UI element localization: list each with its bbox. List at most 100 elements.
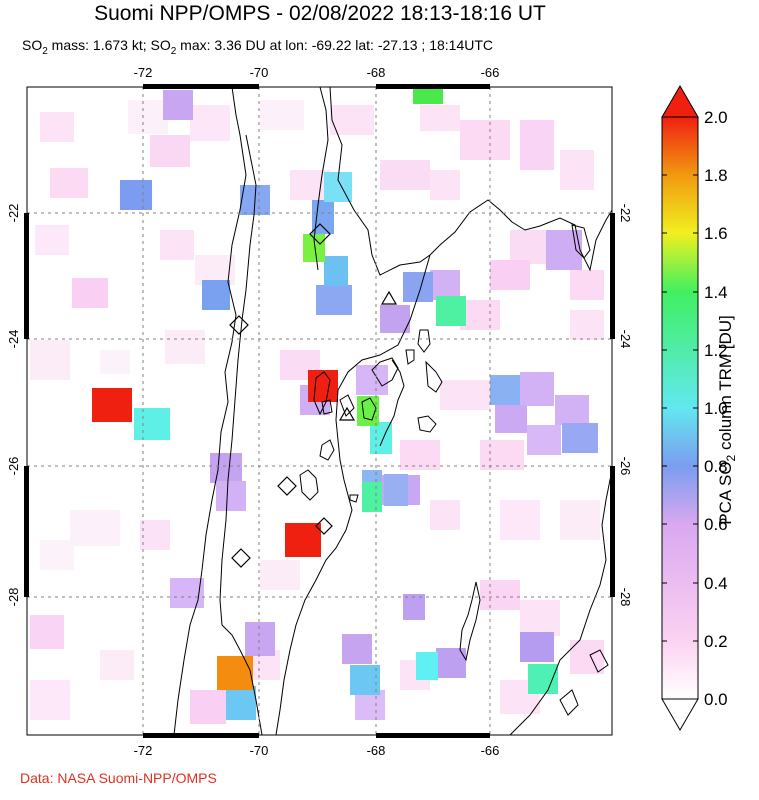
so2-pixel xyxy=(555,395,589,425)
so2-pixel xyxy=(226,686,256,720)
salt-flat xyxy=(319,439,335,461)
so2-pixel xyxy=(30,340,70,380)
volcano-diamond-icon xyxy=(315,517,333,535)
colorbar-tick-label: 1.2 xyxy=(704,341,728,360)
so2-pixel xyxy=(303,234,325,262)
colorbar-tick-label: 1.0 xyxy=(704,399,728,418)
so2-pixel xyxy=(362,482,382,512)
colorbar-tick-label: 0.8 xyxy=(704,457,728,476)
salt-flat xyxy=(313,371,331,416)
lon-label-bottom: -66 xyxy=(481,743,500,758)
so2-pixel xyxy=(190,690,226,724)
so2-pixel xyxy=(92,388,132,422)
so2-pixel xyxy=(285,523,321,557)
salt-flat xyxy=(417,415,437,433)
so2-pixel xyxy=(380,305,410,333)
volcano-triangle-icon xyxy=(380,290,398,305)
so2-pixel xyxy=(510,230,550,264)
so2-pixel xyxy=(190,105,230,141)
salt-flat xyxy=(417,329,431,353)
colorbar-tick-label: 1.4 xyxy=(704,283,728,302)
lake xyxy=(589,649,609,673)
so2-pixel xyxy=(134,408,170,440)
so2-pixel xyxy=(165,330,205,364)
so2-pixel xyxy=(160,230,194,260)
lat-label-left: -26 xyxy=(6,457,21,476)
map-subtitle: SO2 mass: 1.673 kt; SO2 max: 3.36 DU at … xyxy=(22,37,494,57)
salt-flat xyxy=(405,349,415,365)
so2-pixel xyxy=(324,256,348,286)
so2-pixel xyxy=(490,260,530,290)
so2-pixel xyxy=(420,105,460,131)
so2-pixel xyxy=(210,453,242,483)
so2-pixel xyxy=(202,280,230,310)
so2-pixel xyxy=(562,423,598,453)
lon-label-bottom: -72 xyxy=(134,743,153,758)
so2-pixel xyxy=(150,135,190,167)
so2-pixel xyxy=(500,500,540,540)
so2-pixel xyxy=(308,370,338,402)
lat-label-right: -26 xyxy=(618,457,633,476)
colorbar-tick-label: 0.4 xyxy=(704,574,728,593)
so2-pixel xyxy=(100,650,134,680)
volcano-diamond-icon xyxy=(309,223,331,245)
so2-pixel xyxy=(460,300,500,330)
lon-label-top: -70 xyxy=(250,65,269,80)
so2-pixel xyxy=(290,170,330,200)
so2-pixel xyxy=(480,580,520,610)
salt-flat xyxy=(425,360,443,393)
colorbar-tick-label: 1.6 xyxy=(704,224,728,243)
so2-pixels xyxy=(30,88,604,724)
so2-pixel xyxy=(380,160,430,190)
country-border xyxy=(313,87,329,271)
so2-pixel xyxy=(140,520,170,550)
volcano-diamond-icon xyxy=(277,476,297,496)
graticule xyxy=(27,87,612,735)
lon-label-top: -72 xyxy=(134,65,153,80)
so2-pixel xyxy=(260,100,304,130)
lake xyxy=(559,689,579,716)
lat-labels: -22 -24 -26 -28 -22 -24 -26 -28 xyxy=(6,204,633,607)
salt-flat xyxy=(321,399,333,415)
so2-pixel xyxy=(384,474,408,506)
so2-pixel xyxy=(460,120,510,160)
so2-pixel xyxy=(35,225,69,255)
so2-pixel xyxy=(70,510,120,546)
salt-flat xyxy=(371,357,399,387)
so2-pixel xyxy=(342,634,372,664)
so2-pixel xyxy=(430,270,460,300)
lon-label-bottom: -70 xyxy=(250,743,269,758)
so2-pixel xyxy=(560,500,600,540)
colorbar-tick-label: 0.2 xyxy=(704,632,728,651)
so2-pixel xyxy=(40,112,74,142)
volcano-diamond-icon xyxy=(229,315,249,335)
data-credit: Data: NASA Suomi-NPP/OMPS xyxy=(20,770,217,786)
country-border xyxy=(219,134,263,735)
coastline xyxy=(173,87,247,735)
colorbar-min-arrow xyxy=(661,698,699,731)
colorbar-tick-label: 0.0 xyxy=(704,690,728,709)
so2-pixel xyxy=(216,481,246,511)
so2-pixel xyxy=(30,680,70,720)
so2-pixel xyxy=(436,648,466,678)
so2-pixel xyxy=(40,540,74,570)
lake xyxy=(459,581,481,662)
so2-pixel xyxy=(520,120,554,170)
so2-pixel xyxy=(570,270,604,300)
lake xyxy=(571,224,591,259)
volcano-triangle-icon xyxy=(338,406,356,421)
colorbar-tick-label: 0.6 xyxy=(704,515,728,534)
salt-flat xyxy=(299,469,319,501)
map-frame xyxy=(26,86,613,736)
colorbar-tick-labels: 2.0 1.8 1.6 1.4 1.2 1.0 0.8 0.6 0.4 0.2 … xyxy=(704,108,728,709)
so2-pixel xyxy=(170,578,204,608)
so2-pixel xyxy=(350,665,380,695)
so2-pixel xyxy=(528,664,558,694)
so2-pixel xyxy=(430,500,460,530)
lon-labels: -72 -70 -68 -66 -72 -70 -68 -66 xyxy=(134,65,500,758)
colorbar-ticks xyxy=(662,174,698,642)
coastlines xyxy=(173,87,612,735)
so2-pixel xyxy=(120,180,152,210)
so2-pixel xyxy=(72,278,108,308)
